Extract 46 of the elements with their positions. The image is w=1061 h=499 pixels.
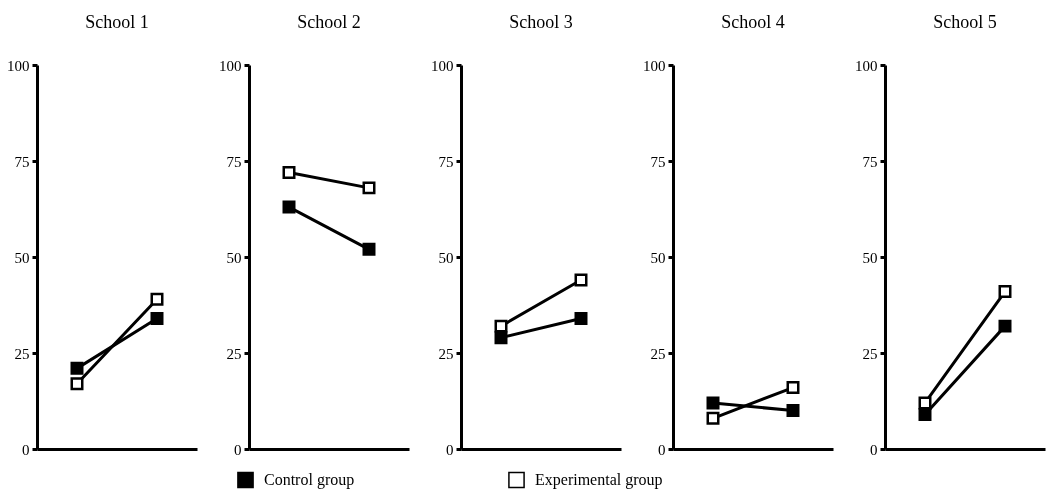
chart-title: School 1	[85, 12, 149, 32]
y-tick-label: 100	[7, 57, 30, 74]
chart-title: School 5	[933, 12, 997, 32]
y-tick-label: 0	[870, 441, 878, 458]
y-tick-label: 25	[862, 345, 878, 362]
y-tick-label: 25	[650, 345, 666, 362]
y-tick-label: 0	[234, 441, 242, 458]
point	[998, 285, 1012, 299]
chart-title: School 2	[297, 12, 361, 32]
y-tick-label: 100	[219, 57, 242, 74]
y-tick-label: 75	[650, 153, 666, 170]
y-tick-label: 100	[855, 57, 878, 74]
point	[282, 166, 296, 180]
y-tick-label: 0	[446, 441, 454, 458]
y-tick-label: 75	[438, 153, 454, 170]
point	[574, 311, 588, 325]
chart-title: School 3	[509, 12, 573, 32]
point	[150, 311, 164, 325]
y-tick-label: 0	[658, 441, 666, 458]
point	[362, 181, 376, 195]
y-tick-label: 50	[862, 249, 878, 266]
y-tick-label: 75	[862, 153, 878, 170]
y-tick-label: 25	[226, 345, 242, 362]
y-tick-label: 75	[226, 153, 242, 170]
y-tick-label: 25	[14, 345, 30, 362]
point	[574, 273, 588, 287]
legend-label: Control group	[264, 470, 355, 489]
y-tick-label: 0	[22, 441, 30, 458]
point	[494, 319, 508, 333]
y-tick-label: 25	[438, 345, 454, 362]
legend-label: Experimental group	[535, 470, 663, 489]
point	[150, 292, 164, 306]
point	[70, 361, 84, 375]
point	[282, 200, 296, 214]
y-tick-label: 50	[226, 249, 242, 266]
point	[918, 396, 932, 410]
point	[998, 319, 1012, 333]
y-tick-label: 50	[650, 249, 666, 266]
y-tick-label: 100	[643, 57, 666, 74]
point	[362, 242, 376, 256]
y-tick-label: 100	[431, 57, 454, 74]
y-tick-label: 50	[14, 249, 30, 266]
point	[70, 377, 84, 391]
chart-title: School 4	[721, 12, 785, 32]
y-tick-label: 75	[14, 153, 30, 170]
y-tick-label: 50	[438, 249, 454, 266]
